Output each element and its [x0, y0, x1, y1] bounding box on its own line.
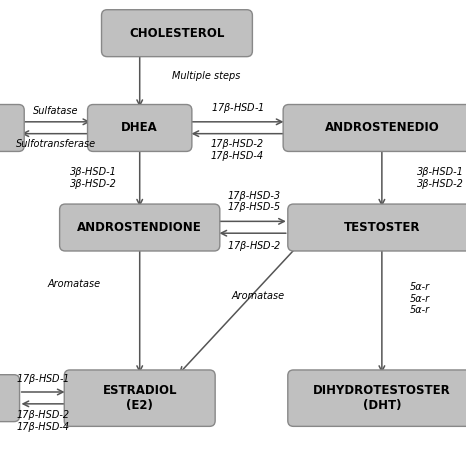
- Text: DHEA: DHEA: [121, 121, 158, 135]
- Text: Aromatase: Aromatase: [232, 291, 285, 301]
- Text: 3β-HSD-1
3β-HSD-2: 3β-HSD-1 3β-HSD-2: [70, 167, 117, 189]
- Text: 17β-HSD-2
17β-HSD-4: 17β-HSD-2 17β-HSD-4: [16, 410, 69, 432]
- Text: CHOLESTEROL: CHOLESTEROL: [129, 27, 225, 40]
- Text: 17β-HSD-2
17β-HSD-4: 17β-HSD-2 17β-HSD-4: [211, 139, 264, 161]
- FancyBboxPatch shape: [288, 204, 474, 251]
- Text: Sulfatase: Sulfatase: [33, 106, 79, 116]
- Text: 17$\beta$-HSD-2: 17$\beta$-HSD-2: [227, 239, 281, 253]
- FancyBboxPatch shape: [0, 105, 24, 152]
- FancyBboxPatch shape: [0, 374, 19, 422]
- Text: Multiple steps: Multiple steps: [173, 71, 241, 81]
- Text: TESTOSTER: TESTOSTER: [344, 221, 420, 234]
- FancyBboxPatch shape: [283, 105, 474, 152]
- Text: 17β-HSD-3
17β-HSD-5: 17β-HSD-3 17β-HSD-5: [227, 191, 280, 212]
- Text: 17$\beta$-HSD-1: 17$\beta$-HSD-1: [16, 372, 70, 386]
- Text: ANDROSTENDIONE: ANDROSTENDIONE: [77, 221, 202, 234]
- FancyBboxPatch shape: [88, 105, 192, 152]
- Text: 5α-r
5α-r
5α-r: 5α-r 5α-r 5α-r: [410, 282, 430, 315]
- Text: Sulfotransferase: Sulfotransferase: [16, 139, 96, 149]
- FancyBboxPatch shape: [60, 204, 220, 251]
- Text: ANDROSTENEDIO: ANDROSTENEDIO: [325, 121, 439, 135]
- Text: ESTRADIOL
(E2): ESTRADIOL (E2): [102, 384, 177, 412]
- Text: DIHYDROTESTOSTER
(DHT): DIHYDROTESTOSTER (DHT): [313, 384, 451, 412]
- Text: Aromatase: Aromatase: [48, 279, 101, 290]
- FancyBboxPatch shape: [64, 370, 215, 427]
- FancyBboxPatch shape: [288, 370, 474, 427]
- FancyBboxPatch shape: [101, 10, 253, 57]
- Text: 17$\beta$-HSD-1: 17$\beta$-HSD-1: [211, 100, 264, 115]
- Text: 3β-HSD-1
3β-HSD-2: 3β-HSD-1 3β-HSD-2: [417, 167, 464, 189]
